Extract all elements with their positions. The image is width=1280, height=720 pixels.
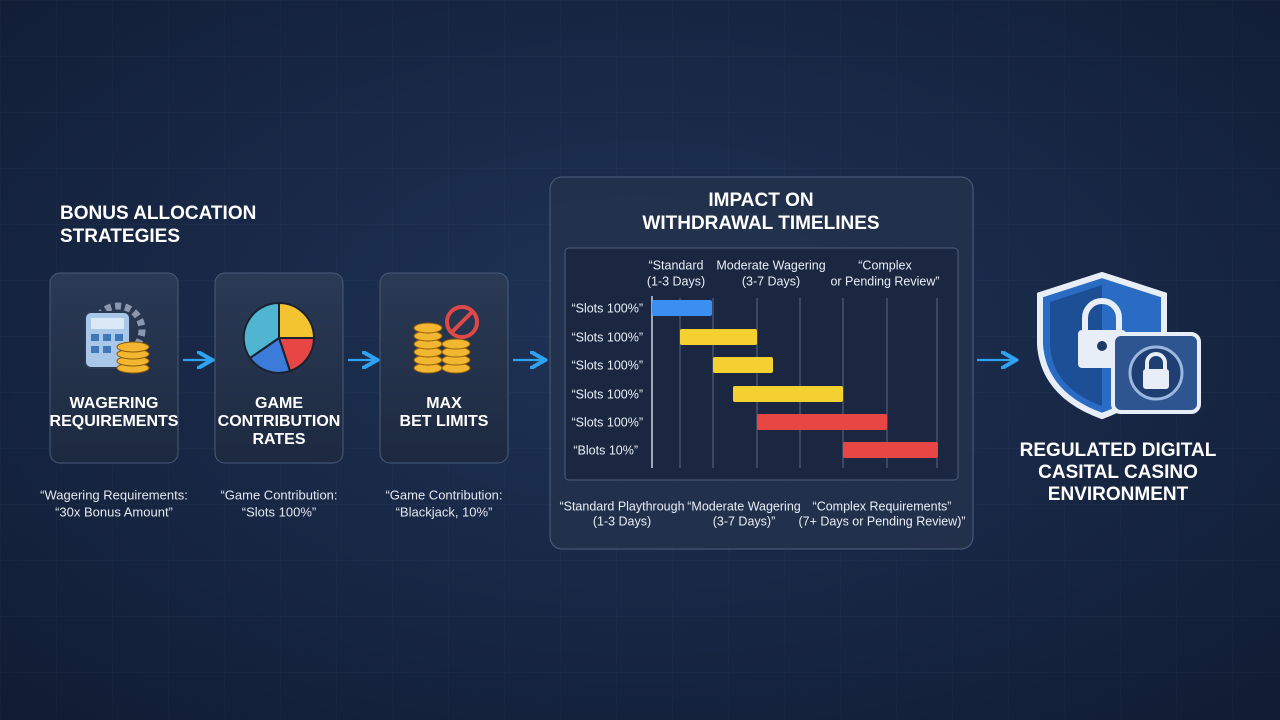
row-label: “Slots 100%” xyxy=(571,358,643,372)
panel-title: WITHDRAWAL TIMELINES xyxy=(642,213,879,234)
column-header: “Complex xyxy=(858,258,912,272)
footer-label: (1-3 Days) xyxy=(593,514,651,528)
footer-label: “Complex Requirements” xyxy=(813,499,952,513)
column-header: or Pending Review” xyxy=(830,274,939,288)
timeline-bar xyxy=(757,414,887,430)
card-label: WAGERING xyxy=(70,395,159,412)
column-header: (1-3 Days) xyxy=(647,274,705,288)
footer-label: (7+ Days or Pending Review)” xyxy=(798,514,965,528)
row-label: “Slots 100%” xyxy=(571,301,643,315)
column-header: “Standard xyxy=(649,258,704,272)
timeline-panel: IMPACT ON WITHDRAWAL TIMELINES “Standard… xyxy=(549,176,974,550)
card-caption: “Wagering Requirements: xyxy=(40,487,188,502)
result-title: ENVIRONMENT xyxy=(1048,484,1189,505)
result-title: REGULATED DIGITAL xyxy=(1020,440,1217,461)
timeline-bar xyxy=(713,357,773,373)
card-label: BET LIMITS xyxy=(400,413,489,430)
timeline-bar xyxy=(680,329,757,345)
shield-icon xyxy=(1037,271,1201,420)
timeline-bar xyxy=(733,386,843,402)
card-caption: “Blackjack, 10%” xyxy=(396,504,493,519)
card-caption: “30x Bonus Amount” xyxy=(55,504,173,519)
section-title: STRATEGIES xyxy=(60,226,180,247)
footer-label: (3-7 Days)” xyxy=(713,514,776,528)
column-header: (3-7 Days) xyxy=(742,274,800,288)
column-header: Moderate Wagering xyxy=(716,258,825,272)
card: MAX BET LIMITS xyxy=(379,272,509,464)
row-label: “Slots 100%” xyxy=(571,415,643,429)
card-label: GAME xyxy=(255,395,303,412)
card-label: REQUIREMENTS xyxy=(50,413,179,430)
card-label: CONTRIBUTION xyxy=(218,413,341,430)
card-caption: “Slots 100%” xyxy=(242,504,316,519)
card-caption: “Game Contribution: xyxy=(385,487,502,502)
section-title: BONUS ALLOCATION xyxy=(60,203,256,224)
card: WAGERING REQUIREMENTS xyxy=(49,272,179,464)
footer-label: “Moderate Wagering xyxy=(687,499,801,513)
result-title: CASITAL CASINO xyxy=(1038,462,1198,483)
panel-title: IMPACT ON xyxy=(708,190,813,211)
card-label: MAX xyxy=(426,395,462,412)
timeline-bar xyxy=(652,300,712,316)
row-label: “Slots 100%” xyxy=(571,387,643,401)
card-caption: “Game Contribution: xyxy=(220,487,337,502)
row-label: “Slots 100%” xyxy=(571,330,643,344)
footer-label: “Standard Playthrough xyxy=(559,499,684,513)
row-label: “Blots 10%” xyxy=(573,443,638,457)
card-label: RATES xyxy=(252,431,305,448)
card: GAME CONTRIBUTION RATES xyxy=(214,272,344,464)
timeline-bar xyxy=(843,442,938,458)
